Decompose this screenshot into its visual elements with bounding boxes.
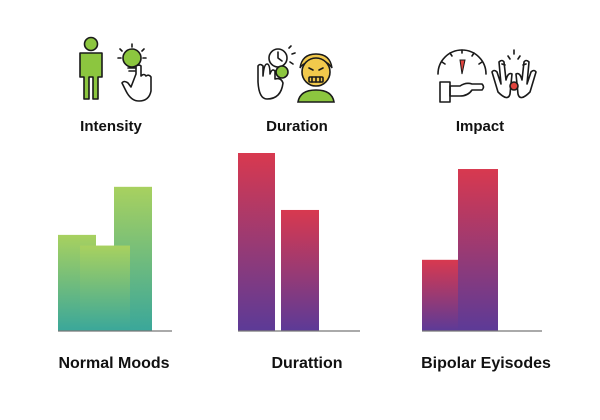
person-icon [79, 36, 103, 100]
heading-intensity: Intensity [80, 118, 142, 135]
heading-impact: Impact [456, 118, 504, 135]
hands-icon [491, 49, 537, 99]
caption-duration: Durattion [271, 355, 342, 372]
bar-group-duration [238, 153, 319, 331]
bar-2-1 [458, 169, 498, 331]
caption-bipolar-episodes: Bipolar Eyisodes [421, 355, 551, 372]
lightbulb-hand-icon [117, 43, 152, 102]
bar-group-bipolar-episodes [422, 169, 498, 331]
bar-2-0 [422, 259, 464, 331]
caption-normal-moods: Normal Moods [58, 355, 169, 372]
bar-group-normal-moods [58, 186, 152, 331]
gauge-icon [437, 49, 487, 103]
hand-clock-icon [257, 45, 296, 100]
bar-1-1 [281, 209, 319, 331]
stressed-face-icon [297, 53, 335, 103]
heading-duration: Duration [266, 118, 328, 135]
bar-0-1 [80, 245, 130, 331]
bar-1-0 [238, 153, 275, 331]
